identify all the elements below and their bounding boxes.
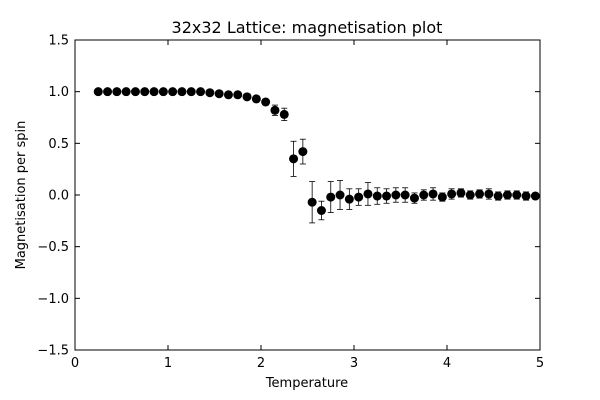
data-point xyxy=(521,191,531,201)
data-point xyxy=(428,189,438,199)
data-point xyxy=(391,190,401,200)
data-point xyxy=(149,87,159,97)
data-point xyxy=(112,87,122,97)
data-points xyxy=(93,87,540,215)
data-point xyxy=(233,90,243,100)
y-tick-label: 0.0 xyxy=(48,189,69,204)
x-tick-label: 1 xyxy=(164,356,172,371)
data-point xyxy=(409,193,419,203)
x-tick-label: 4 xyxy=(443,356,451,371)
x-tick-label: 0 xyxy=(71,356,79,371)
data-point xyxy=(354,192,364,202)
data-point xyxy=(289,154,299,164)
data-point xyxy=(140,87,150,97)
data-point xyxy=(475,189,485,199)
y-tick-label: 0.5 xyxy=(48,137,69,152)
data-point xyxy=(168,87,178,97)
data-point xyxy=(103,87,113,97)
data-point xyxy=(326,192,336,202)
y-tick-label: 1.5 xyxy=(48,34,69,49)
data-point xyxy=(344,194,354,204)
data-point xyxy=(93,87,103,97)
data-point xyxy=(177,87,187,97)
data-point xyxy=(493,191,503,201)
data-point xyxy=(279,109,289,119)
data-point xyxy=(270,105,280,115)
data-point xyxy=(363,189,373,199)
x-tick-label: 2 xyxy=(257,356,265,371)
data-point xyxy=(335,190,345,200)
data-point xyxy=(502,190,512,200)
y-tick-label: −0.5 xyxy=(37,240,69,255)
data-point xyxy=(186,87,196,97)
x-tick-label: 5 xyxy=(536,356,544,371)
data-point xyxy=(465,190,475,200)
data-point xyxy=(307,197,317,207)
data-point xyxy=(447,189,457,199)
data-point xyxy=(121,87,131,97)
y-tick-label: 1.0 xyxy=(48,85,69,100)
data-point xyxy=(382,191,392,201)
data-point xyxy=(158,87,168,97)
data-point xyxy=(251,94,261,104)
data-point xyxy=(130,87,140,97)
axis-ticks: 0 1 2 3 4 5 1.5 1.0 0.5 0.0 −0.5 −1.0 −1.5 xyxy=(37,34,544,372)
y-tick-label: −1.5 xyxy=(37,344,69,359)
data-point xyxy=(242,92,252,102)
data-point xyxy=(261,97,271,107)
data-point xyxy=(214,89,224,99)
data-point xyxy=(205,88,215,98)
data-point xyxy=(196,87,206,97)
y-tick-label: −1.0 xyxy=(37,292,69,307)
data-point xyxy=(512,190,522,200)
data-point xyxy=(400,190,410,200)
data-point xyxy=(372,191,382,201)
x-tick-label: 3 xyxy=(350,356,358,371)
data-point xyxy=(419,190,429,200)
x-axis-label: Temperature xyxy=(265,376,348,391)
chart-title: 32x32 Lattice: magnetisation plot xyxy=(172,18,443,37)
data-point xyxy=(437,192,447,202)
data-point xyxy=(530,191,540,201)
y-axis-label: Magnetisation per spin xyxy=(14,121,29,270)
data-point xyxy=(223,90,233,100)
data-point xyxy=(298,147,308,157)
data-point xyxy=(484,189,494,199)
data-point xyxy=(456,188,466,198)
data-point xyxy=(316,206,326,215)
